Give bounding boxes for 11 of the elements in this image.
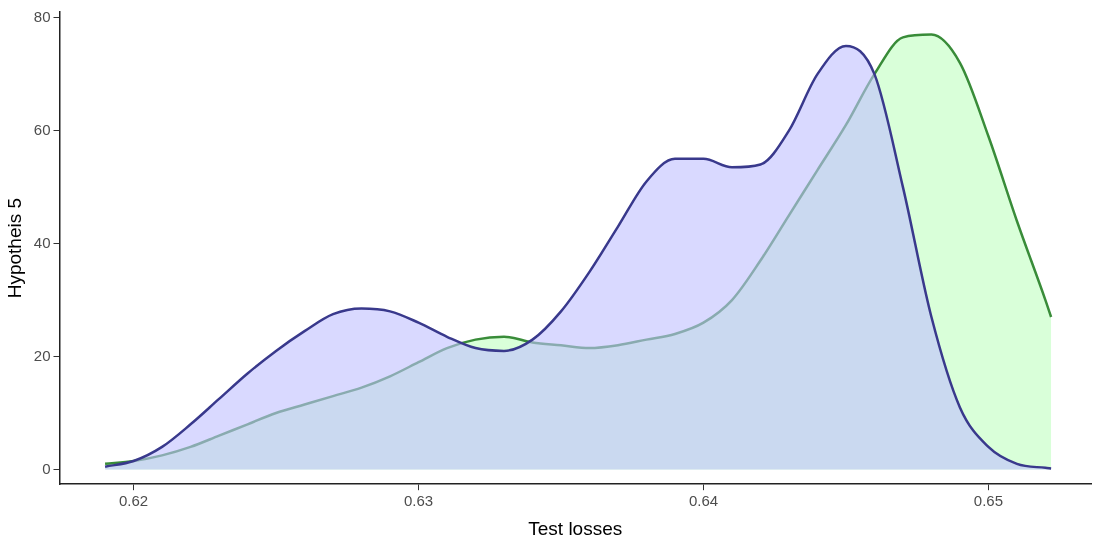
- x-axis-title: Test losses: [528, 517, 623, 539]
- y-tick-label: 20: [33, 346, 51, 364]
- y-tick-label: 80: [33, 7, 51, 25]
- y-axis-title: Hypotheis 5: [3, 197, 25, 299]
- x-tick-label: 0.64: [688, 492, 719, 510]
- x-tick-label: 0.63: [403, 492, 434, 510]
- y-tick-label: 60: [33, 120, 51, 138]
- x-tick-label: 0.65: [973, 492, 1004, 510]
- x-tick-label: 0.62: [118, 492, 149, 510]
- y-tick-label: 0: [42, 459, 51, 477]
- y-tick-label: 40: [33, 233, 51, 251]
